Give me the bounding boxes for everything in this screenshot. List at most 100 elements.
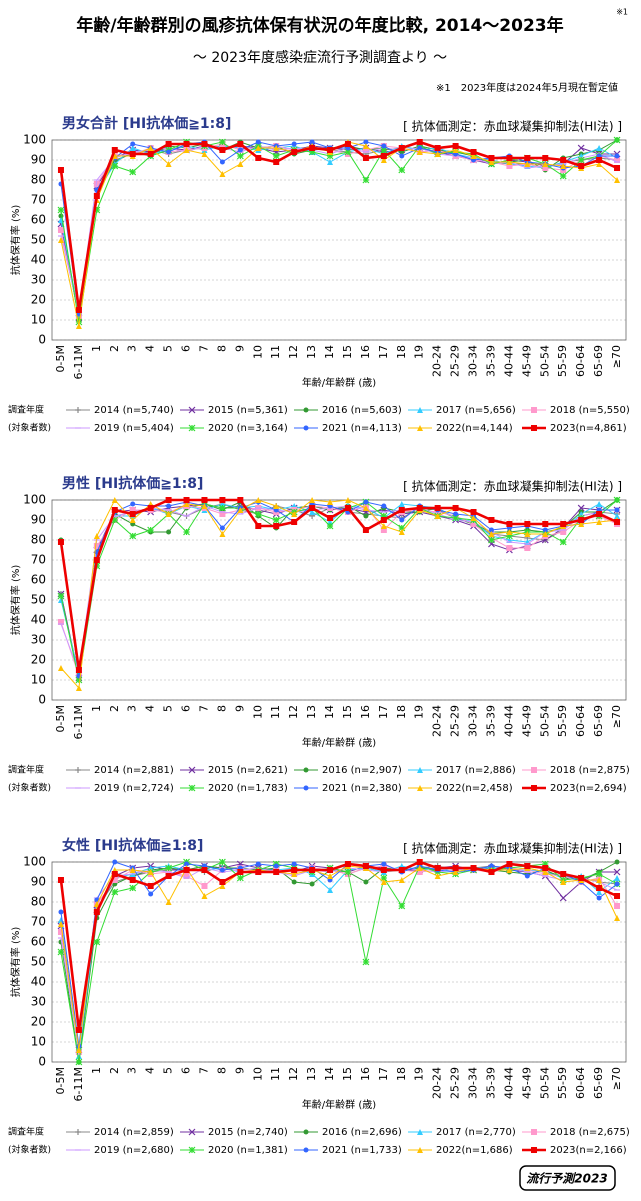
marker xyxy=(57,877,64,883)
y-tick-label: 60 xyxy=(31,213,46,227)
x-tick-label: 65-69 xyxy=(592,345,605,377)
marker xyxy=(596,511,603,517)
marker xyxy=(255,155,262,161)
marker xyxy=(309,145,316,151)
marker xyxy=(363,499,369,505)
y-tick-label: 50 xyxy=(31,593,46,607)
x-tick-label: 18 xyxy=(395,705,408,719)
x-tick-label: 45-49 xyxy=(520,345,533,377)
marker xyxy=(309,505,316,511)
marker xyxy=(201,497,208,503)
x-tick-label: 40-44 xyxy=(502,1067,515,1099)
y-tick-label: 50 xyxy=(31,233,46,247)
marker xyxy=(219,501,226,507)
marker xyxy=(273,145,280,151)
marker xyxy=(417,1129,423,1135)
x-tick-label: 50-54 xyxy=(538,705,551,737)
marker xyxy=(129,145,136,151)
x-tick-label: 55-59 xyxy=(556,1067,569,1099)
marker xyxy=(291,519,298,525)
y-tick-label: 100 xyxy=(23,493,46,507)
marker xyxy=(531,407,537,413)
x-tick-label: 5 xyxy=(162,705,175,712)
marker xyxy=(531,1129,537,1135)
y-tick-label: 90 xyxy=(31,875,46,889)
marker xyxy=(147,869,154,875)
marker xyxy=(183,147,190,153)
marker xyxy=(488,863,494,869)
marker xyxy=(111,153,118,159)
marker xyxy=(434,145,441,151)
marker xyxy=(380,146,388,154)
marker xyxy=(488,536,495,544)
marker xyxy=(188,766,196,774)
x-tick-label: 12 xyxy=(287,705,300,719)
marker xyxy=(613,136,621,144)
marker xyxy=(524,521,531,527)
marker xyxy=(57,665,64,671)
marker xyxy=(506,861,513,867)
marker xyxy=(201,503,208,509)
legend-label: 2014 (n=2,881) xyxy=(94,765,174,776)
marker xyxy=(57,592,65,600)
marker xyxy=(434,505,441,511)
marker xyxy=(577,504,585,512)
x-tick-label: 55-59 xyxy=(556,345,569,377)
x-tick-label: 17 xyxy=(377,705,390,719)
x-tick-label: 6 xyxy=(180,345,193,352)
legend-label: 2018 (n=2,875) xyxy=(550,765,630,776)
x-tick-label: 11 xyxy=(269,705,282,719)
marker xyxy=(380,867,387,873)
x-tick-label: 15 xyxy=(341,1067,354,1081)
marker xyxy=(578,875,585,881)
marker xyxy=(614,513,621,519)
y-tick-label: 0 xyxy=(38,333,46,347)
marker xyxy=(165,873,172,879)
plot-frame xyxy=(51,861,627,1063)
marker xyxy=(470,865,477,871)
marker xyxy=(398,507,405,513)
marker xyxy=(75,1129,81,1135)
marker xyxy=(255,523,262,529)
marker xyxy=(596,877,603,883)
marker xyxy=(614,915,621,921)
x-tick-label: 6-11M xyxy=(72,345,85,379)
x-tick-label: 11 xyxy=(269,345,282,359)
marker xyxy=(506,159,513,165)
chart-title: 男性 [HI抗体価≧1:8] xyxy=(62,475,203,492)
marker xyxy=(614,507,620,513)
marker xyxy=(362,143,369,149)
marker xyxy=(291,867,298,873)
series-line xyxy=(59,498,618,671)
marker xyxy=(542,531,549,537)
marker xyxy=(75,1027,82,1033)
marker xyxy=(416,505,423,511)
x-axis-label: 年齢/年齢群 (歳) xyxy=(302,736,376,749)
chart-title: 男女合計 [HI抗体価≧1:8] xyxy=(62,115,231,132)
marker xyxy=(57,227,64,233)
marker xyxy=(506,545,513,551)
marker xyxy=(219,883,226,889)
x-tick-label: 16 xyxy=(359,705,372,719)
x-tick-label: 40-44 xyxy=(502,705,515,737)
marker xyxy=(614,903,621,909)
marker xyxy=(344,148,352,156)
marker xyxy=(577,144,585,152)
marker xyxy=(542,165,549,171)
marker xyxy=(75,1053,82,1059)
x-axis-label: 年齢/年齢群 (歳) xyxy=(302,1098,376,1111)
marker xyxy=(362,527,369,533)
x-tick-label: 25-29 xyxy=(449,705,462,737)
x-tick-label: 5 xyxy=(162,345,175,352)
x-tick-label: 20-24 xyxy=(431,1067,444,1099)
x-tick-label: 3 xyxy=(126,1067,139,1074)
marker xyxy=(380,879,387,885)
marker xyxy=(165,161,172,167)
marker xyxy=(327,159,334,165)
marker xyxy=(166,149,172,155)
marker xyxy=(524,155,531,161)
marker xyxy=(398,501,405,507)
marker xyxy=(129,168,137,176)
marker xyxy=(188,1146,196,1154)
marker xyxy=(362,863,369,869)
